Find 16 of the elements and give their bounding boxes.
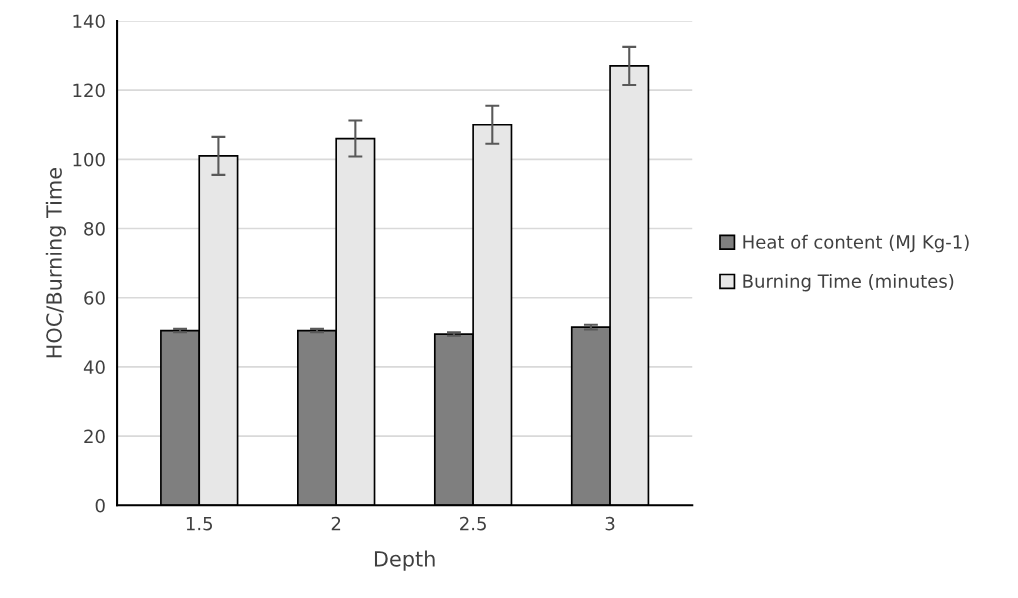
x-tick-label: 2 bbox=[331, 516, 341, 531]
legend-label: Burning Time (minutes) bbox=[743, 273, 954, 292]
y-tick-label: 60 bbox=[84, 291, 105, 305]
y-tick-label: 40 bbox=[83, 360, 105, 375]
legend-label: Heat of content (MJ Kg-1) bbox=[743, 234, 969, 253]
y-tick-label: 80 bbox=[84, 221, 105, 236]
y-tick-label: 0 bbox=[95, 498, 105, 513]
y-tick-label: 20 bbox=[84, 429, 105, 444]
y-tick-label: 100 bbox=[73, 152, 105, 167]
y-axis-title: HOC/Burning Time bbox=[45, 168, 66, 358]
y-tick-label: 140 bbox=[73, 14, 105, 29]
x-axis-title: Depth bbox=[374, 550, 435, 571]
y-tick-label: 120 bbox=[73, 83, 105, 98]
x-tick-label: 3 bbox=[605, 516, 615, 531]
x-tick-label: 2.5 bbox=[460, 516, 486, 531]
x-tick-label: 1.5 bbox=[186, 516, 213, 531]
